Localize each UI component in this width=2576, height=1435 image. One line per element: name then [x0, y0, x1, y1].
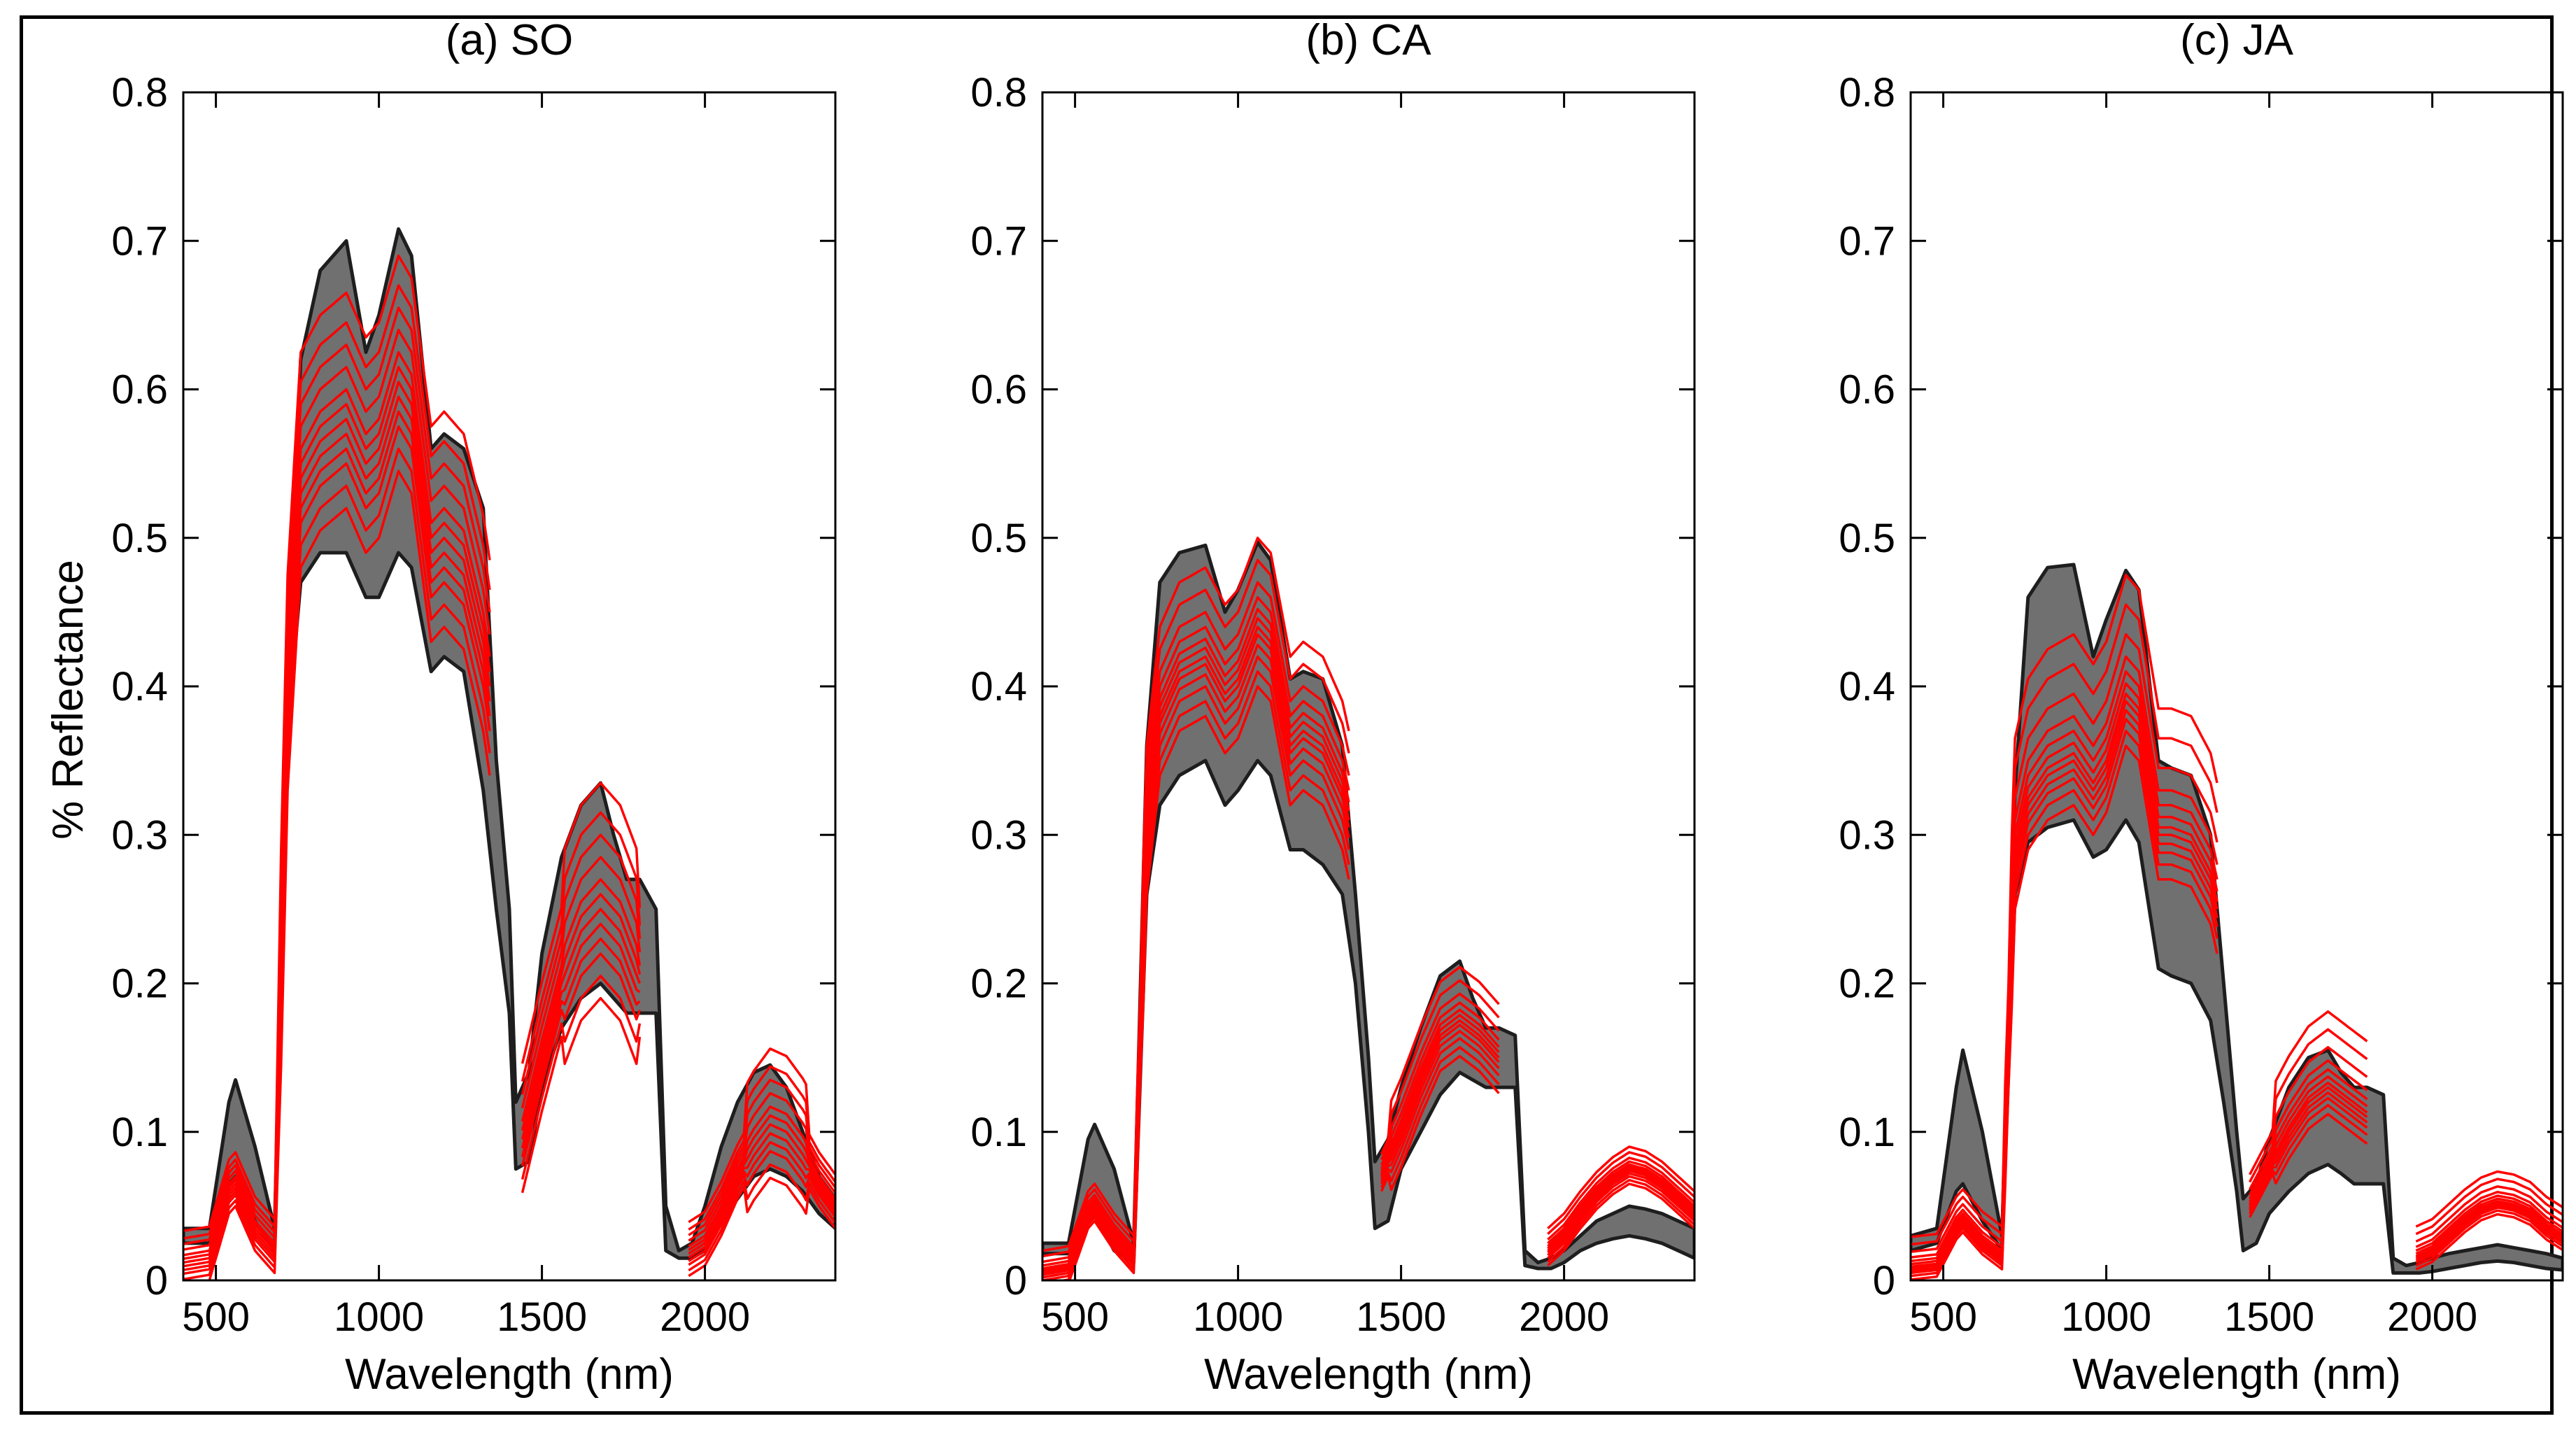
panel-b: 0 0.1 0.2 0.3 0.4 0.5 0.6 0.7 0.8 500 1000 1500 2000…: [970, 16, 1696, 1399]
panel-c-spectrum-2: [1911, 729, 2563, 1278]
panel-a-ytick-label: 0.8: [111, 70, 168, 115]
panel-b-ytick-label: 0.5: [970, 516, 1027, 561]
panel-a-envelope: [183, 227, 835, 1260]
panel-b-ytick-label: 0.4: [970, 664, 1027, 709]
panel-c-xlabel: Wavelength (nm): [2072, 1350, 2401, 1399]
panel-c-title: (c) JA: [2180, 16, 2294, 64]
panel-b-ytick-label: 0.3: [970, 812, 1027, 858]
panel-a-spectrum-5: [183, 395, 835, 1268]
panel-b-spectrum-11: [1042, 558, 1694, 1258]
panel-a-data: [183, 227, 835, 1280]
panel-a-ytick-label: 0: [146, 1258, 168, 1303]
panel-c-spectrum-11: [1911, 603, 2563, 1246]
panel-b-envelope: [1042, 540, 1694, 1271]
panel-b-title: (b) CA: [1305, 16, 1431, 64]
panel-b-spectrum-8: [1042, 607, 1694, 1270]
panel-b-spectrum-1: [1068, 685, 1694, 1280]
panel-c-plot-area: 0 0.1 0.2 0.3 0.4 0.5 0.6 0.7 0.8 500 1000 1500 2000: [1839, 70, 2564, 1340]
panel-b-spectrum-6: [1042, 625, 1694, 1275]
panel-c-xtick-label: 1000: [2061, 1294, 2151, 1340]
panel-c-ytick-label: 0.6: [1839, 367, 1895, 413]
panel-c-ytick-label: 0.8: [1839, 70, 1895, 115]
panel-b-ytick-label: 0.6: [970, 367, 1027, 413]
panel-a-spectrum-1: [201, 469, 835, 1280]
panel-c-spectrum-6: [1911, 692, 2563, 1268]
panel-a-ytick-label: 0.6: [111, 367, 168, 413]
panel-c-envelope: [1911, 563, 2563, 1275]
panel-b-data: [1042, 537, 1694, 1280]
panel-b-ytick-label: 0.2: [970, 961, 1027, 1007]
panel-c-ytick-label: 0.2: [1839, 961, 1895, 1007]
panel-b-spectrum-4: [1042, 643, 1694, 1279]
panel-b-ytick-label: 0: [1005, 1258, 1027, 1303]
panel-b-spectrum-2: [1056, 670, 1694, 1280]
panel-b-spectrum-12: [1042, 537, 1694, 1252]
panel-a-ytick-label: 0.1: [111, 1110, 168, 1155]
panel-c-ytick-label: 0.4: [1839, 664, 1895, 709]
panel-a-xtick-label: 500: [182, 1294, 250, 1340]
panel-c-ytick-label: 0.5: [1839, 516, 1895, 561]
panel-c-xtick-label: 2000: [2387, 1294, 2477, 1340]
panel-b-xlabel: Wavelength (nm): [1204, 1350, 1533, 1399]
panel-b-spectrum-7: [1042, 616, 1694, 1272]
panel-a-ytick-label: 0.7: [111, 218, 168, 264]
panel-b-ytick-label: 0.7: [970, 218, 1027, 264]
panel-c-ytick-label: 0.3: [1839, 812, 1895, 858]
panel-c: 0 0.1 0.2 0.3 0.4 0.5 0.6 0.7 0.8 500 1000 1500 2000…: [1839, 16, 2564, 1399]
panel-c-ytick-label: 0.1: [1839, 1110, 1895, 1155]
panel-b-plot-area: 0 0.1 0.2 0.3 0.4 0.5 0.6 0.7 0.8 500 1000 1500 2000: [970, 70, 1696, 1340]
panel-c-spectrum-8: [1911, 670, 2563, 1263]
panel-b-xtick-label: 2000: [1519, 1294, 1609, 1340]
panel-a-spectrum-7: [183, 365, 835, 1260]
panel-a-ytick-label: 0.4: [111, 664, 168, 709]
panel-c-spectrum-1: [1911, 744, 2563, 1280]
panel-a: 0 0.1 0.2 0.3 0.4 0.5 0.6 0.7 0.8 500 1000 1500 2000…: [44, 16, 837, 1399]
panel-b-spectrum-10: [1042, 581, 1694, 1264]
panel-a-title: (a) SO: [446, 16, 574, 64]
panel-a-spectrum-2: [183, 447, 835, 1280]
panel-a-ylabel: % Reflectance: [44, 560, 92, 840]
panel-c-xtick-label: 1500: [2224, 1294, 2314, 1340]
panel-a-spectrum-3: [183, 425, 835, 1275]
panel-b-xtick-label: 500: [1041, 1294, 1109, 1340]
panel-b-spectrum-9: [1042, 595, 1694, 1267]
panel-a-xtick-label: 1500: [497, 1294, 587, 1340]
panel-a-spectrum-9: [183, 328, 835, 1251]
panel-a-ytick-label: 0.3: [111, 812, 168, 858]
panel-a-spectrum-6: [183, 381, 835, 1264]
panel-a-plot-area: 0 0.1 0.2 0.3 0.4 0.5 0.6 0.7 0.8 500 1000 1500 2000: [111, 70, 837, 1340]
panel-b-ytick-label: 0.1: [970, 1110, 1027, 1155]
panel-a-xlabel: Wavelength (nm): [345, 1350, 674, 1399]
panel-b-xtick-label: 1000: [1193, 1294, 1283, 1340]
panel-a-xtick-label: 2000: [660, 1294, 750, 1340]
panel-b-xtick-label: 1500: [1356, 1294, 1446, 1340]
panel-c-data: [1911, 563, 2563, 1280]
panel-c-spectrum-9: [1911, 655, 2563, 1259]
panel-a-spectrum-8: [183, 351, 835, 1257]
panel-c-ytick-label: 0.7: [1839, 218, 1895, 264]
panel-b-spectrum-3: [1042, 655, 1694, 1280]
panel-a-spectrum-11: [183, 284, 835, 1240]
panel-c-spectrum-12: [1911, 574, 2563, 1238]
panel-a-ytick-label: 0.2: [111, 961, 168, 1007]
panel-c-ytick-label: 0: [1873, 1258, 1895, 1303]
panel-b-ytick-label: 0.8: [970, 70, 1027, 115]
panel-a-xtick-label: 1000: [334, 1294, 424, 1340]
panel-a-spectrum-4: [183, 410, 835, 1271]
panel-a-spectrum-12: [183, 254, 835, 1233]
panel-a-ytick-label: 0.5: [111, 516, 168, 561]
panel-c-xtick-label: 500: [1909, 1294, 1977, 1340]
panel-a-spectrum-10: [183, 306, 835, 1245]
panel-c-spectrum-10: [1911, 632, 2563, 1253]
panel-c-spectrum-7: [1911, 682, 2563, 1266]
